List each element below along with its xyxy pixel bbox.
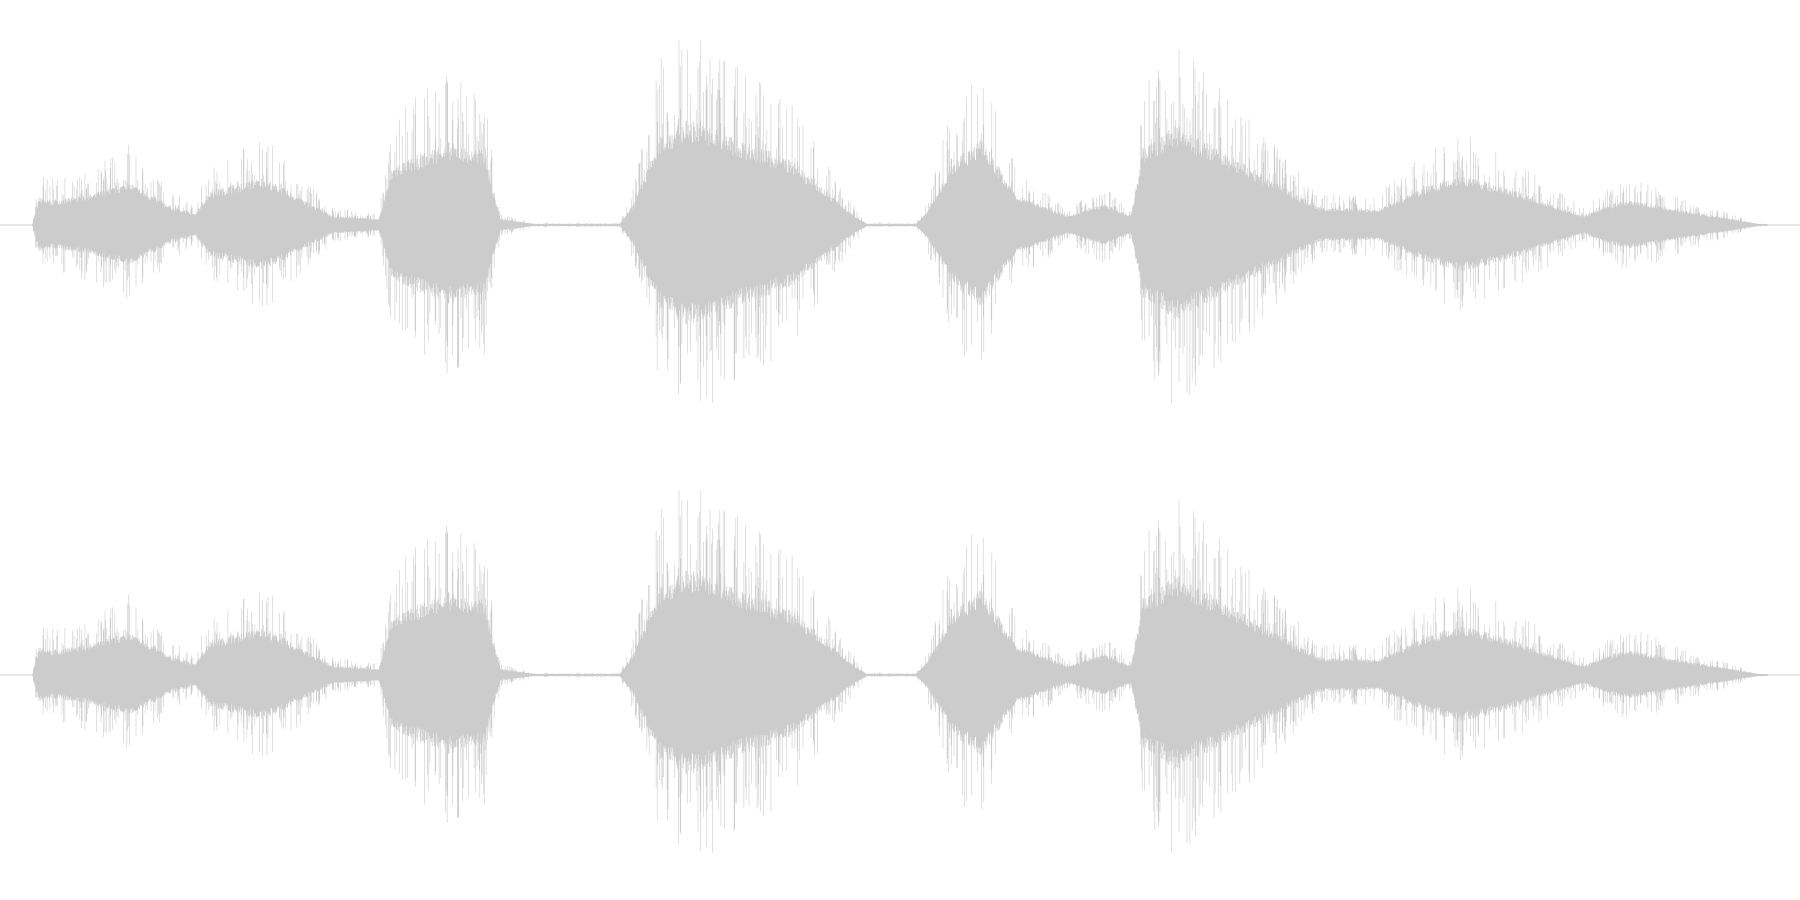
waveform-body [32,570,1768,775]
waveform-body [32,120,1768,325]
